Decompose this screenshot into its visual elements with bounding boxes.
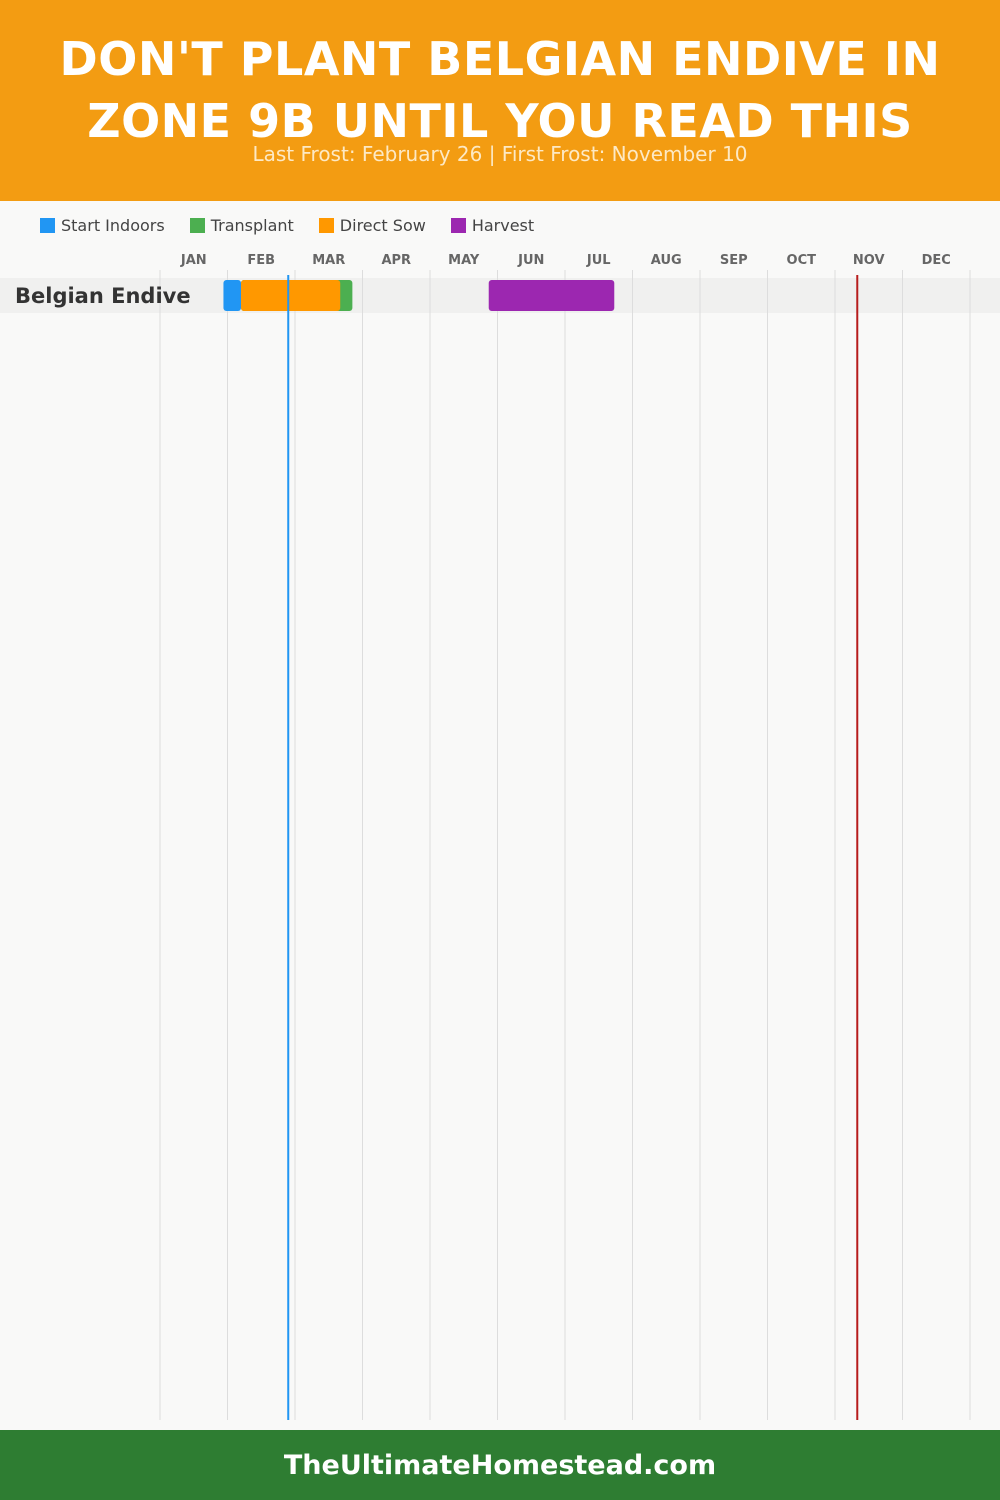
legend-label: Direct Sow [339,215,426,235]
month-label-jul: JUL [586,253,611,268]
frost-dates-subtitle: Last Frost: February 26 | First Frost: N… [252,142,748,166]
crop-label: Belgian Endive [15,284,191,308]
site-name: TheUltimateHomestead.com [283,1449,717,1481]
bar-harvest [488,280,615,311]
page-title: DON'T PLANT BELGIAN ENDIVE IN ZONE 9B UN… [59,32,941,148]
month-label-feb: FEB [247,253,275,268]
legend-item-harvest: Harvest [450,215,535,235]
legend-item-direct-sow: Direct Sow [318,215,426,235]
legend-item-start-indoors: Start Indoors [40,216,165,235]
month-label-dec: DEC [922,253,951,268]
legend-label: Start Indoors [61,215,165,235]
month-label-aug: AUG [651,253,682,268]
header-banner: DON'T PLANT BELGIAN ENDIVE IN ZONE 9B UN… [0,0,1000,201]
month-label-apr: APR [381,253,411,268]
month-label-jun: JUN [517,253,544,268]
month-label-mar: MAR [312,253,345,268]
legend-label: Harvest [471,215,535,235]
legend-swatch [189,217,205,233]
month-label-nov: NOV [853,253,885,268]
planting-calendar-chart: JAN FEB MAR APR MAY JUN JUL AUG SEP OCT NOV DEC Belg… [0,253,1000,1420]
legend-swatch [318,217,334,233]
bar-start-indoors [223,280,241,311]
month-label-oct: OCT [787,253,817,268]
chart-legend: Start Indoors Transplant Direct Sow Harv… [40,213,559,237]
footer-banner: TheUltimateHomestead.com [0,1430,1000,1500]
legend-swatch [450,217,466,233]
bar-direct-sow [241,280,341,311]
month-label-sep: SEP [720,253,748,268]
legend-label: Transplant [210,215,294,235]
legend-item-transplant: Transplant [189,215,294,235]
month-label-jan: JAN [180,253,207,268]
month-label-may: MAY [448,253,480,268]
legend-swatch [40,217,55,233]
